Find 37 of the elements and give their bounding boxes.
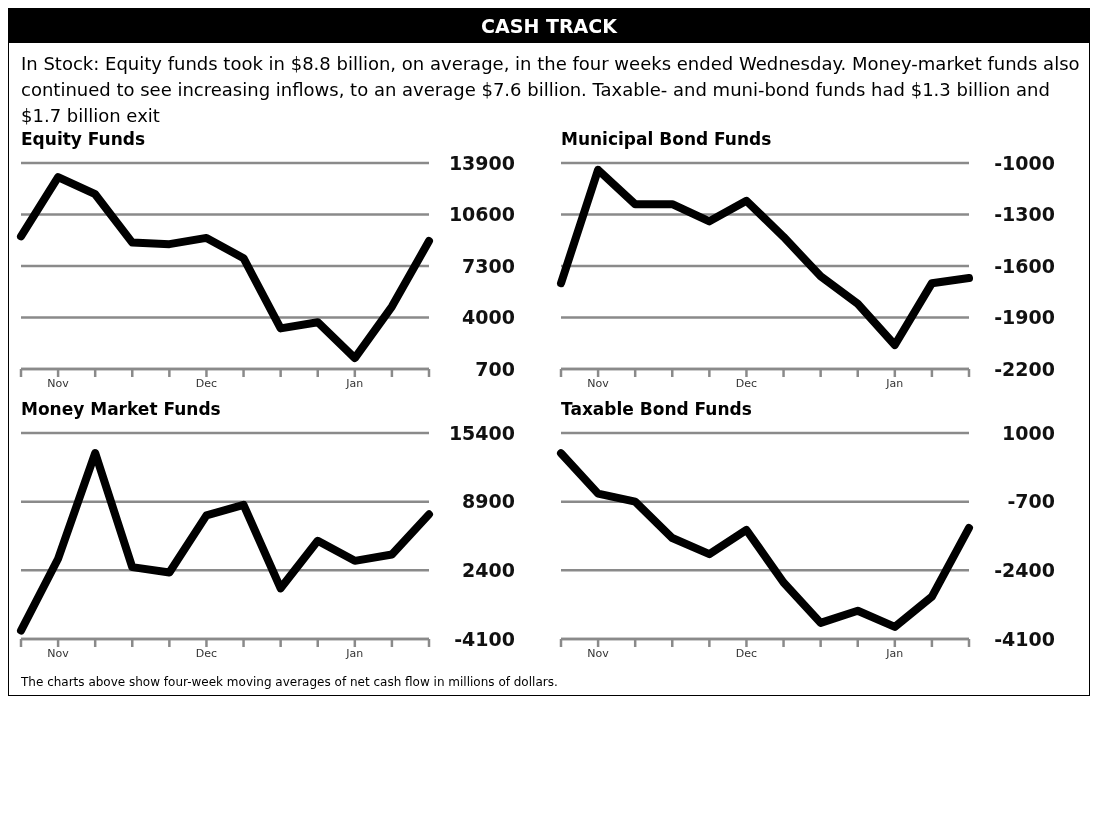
x-tick-label: Nov [587, 376, 610, 390]
x-tick-label: Dec [195, 646, 218, 660]
text: The charts above show four-week moving averages of net cash flow in millions of dollars. [21, 675, 559, 689]
y-tick-label: -1900 [994, 306, 1055, 329]
y-tick-label: -2200 [994, 357, 1055, 380]
x-tick-label: Dec [195, 376, 218, 390]
chart-title: Equity Funds [20, 129, 147, 151]
y-tick-label: 4000 [462, 306, 515, 329]
y-tick-label: 700 [475, 357, 515, 380]
x-tick-label: Nov [47, 376, 70, 390]
y-tick-label: -1600 [994, 254, 1055, 277]
y-tick-label: -1300 [994, 203, 1055, 226]
y-tick-label: -2400 [994, 559, 1055, 582]
y-tick-label: 15400 [448, 421, 515, 444]
y-tick-label: 8900 [462, 490, 515, 513]
x-tick-label: Dec [735, 646, 758, 660]
x-tick-label: Jan [885, 376, 904, 390]
y-tick-label: 1000 [1002, 421, 1055, 444]
y-tick-label: -4100 [994, 627, 1055, 650]
chart-title: Taxable Bond Funds [560, 399, 753, 421]
y-tick-label: 2400 [462, 559, 515, 582]
chart-title: Municipal Bond Funds [560, 129, 773, 151]
y-tick-label: -1000 [994, 151, 1055, 174]
text: CASH TRACK [9, 9, 1089, 43]
y-tick-label: 7300 [462, 254, 515, 277]
y-tick-label: -4100 [454, 627, 515, 650]
y-tick-label: 10600 [448, 203, 515, 226]
x-tick-label: Dec [735, 376, 758, 390]
x-tick-label: Jan [885, 646, 904, 660]
text: In Stock: Equity funds took in $8.8 billion, on average, in the four weeks ended Wednesday. Money-market funds also continued to see increasing inflows, to an average $7.6 billion. Taxable- and muni-bond funds had $1.3 billion and $1.7 billion exit [20, 52, 1081, 128]
x-tick-label: Jan [345, 646, 364, 660]
x-tick-label: Nov [47, 646, 70, 660]
y-tick-label: -700 [1007, 490, 1055, 513]
y-tick-label: 13900 [448, 151, 515, 174]
x-tick-label: Nov [587, 646, 610, 660]
chart-title: Money Market Funds [20, 399, 222, 421]
x-tick-label: Jan [345, 376, 364, 390]
